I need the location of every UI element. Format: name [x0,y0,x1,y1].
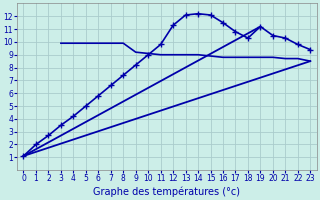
X-axis label: Graphe des températures (°c): Graphe des températures (°c) [93,186,240,197]
